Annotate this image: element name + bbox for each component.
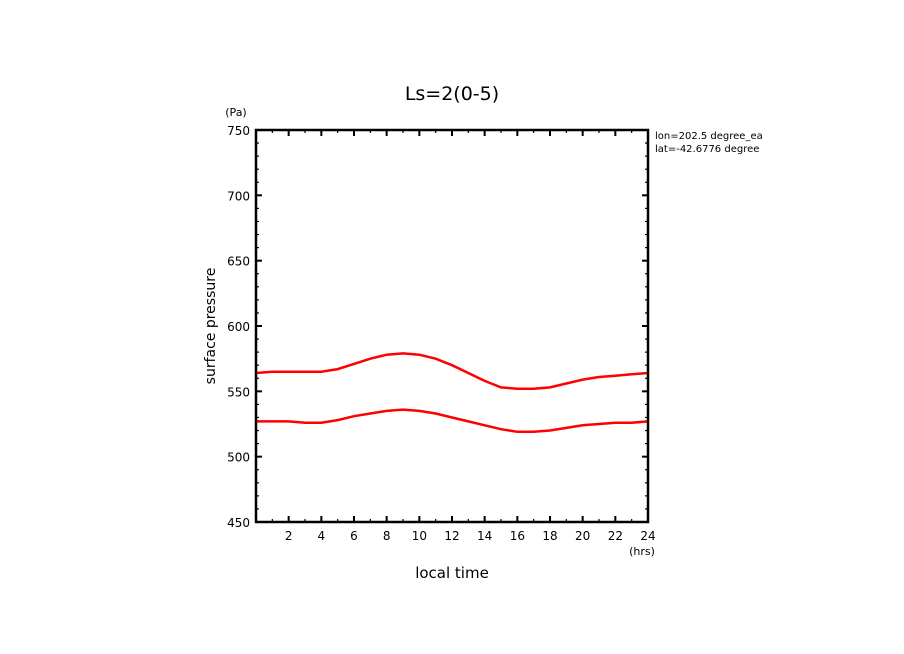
y-unit-label: (Pa): [225, 106, 246, 119]
x-tick-label: 10: [412, 529, 427, 543]
plot-frame: [254, 128, 650, 524]
y-tick-label: 550: [227, 385, 250, 399]
annotation-lon: lon=202.5 degree_ea: [655, 131, 763, 142]
mean-line-lower: [256, 408, 649, 434]
annotation-lat: lat=-42.6776 degree: [655, 144, 759, 155]
y-tick-label: 700: [227, 189, 250, 203]
x-tick-label: 16: [510, 529, 525, 543]
y-tick-label: 600: [227, 320, 250, 334]
x-tick-label: 24: [640, 529, 655, 543]
x-unit-label: (hrs): [629, 545, 655, 558]
y-tick-label: 450: [227, 516, 250, 530]
x-tick-label: 12: [444, 529, 459, 543]
fit-lines: [255, 352, 649, 434]
x-tick-label: 18: [542, 529, 557, 543]
y-tick-label: 650: [227, 255, 250, 269]
y-axis-label: surface pressure: [203, 268, 219, 385]
mean-line-upper: [255, 352, 649, 390]
x-tick-label: 4: [318, 529, 326, 543]
x-tick-label: 8: [383, 529, 391, 543]
x-tick-label: 2: [285, 529, 293, 543]
y-tick-label: 500: [227, 451, 250, 465]
y-tick-labels: 450 500 550 600 650 700 750: [227, 124, 250, 530]
x-tick-label: 6: [350, 529, 358, 543]
x-tick-label: 22: [608, 529, 623, 543]
y-tick-label: 750: [227, 124, 250, 138]
chart-title: Ls=2(0-5): [405, 83, 499, 105]
x-axis-label: local time: [415, 564, 489, 582]
x-tick-label: 20: [575, 529, 590, 543]
axis-ticks: [256, 130, 648, 522]
x-tick-label: 14: [477, 529, 492, 543]
x-tick-labels: 2 4 6 8 10 12 14 16 18 20 22 24: [285, 529, 656, 543]
